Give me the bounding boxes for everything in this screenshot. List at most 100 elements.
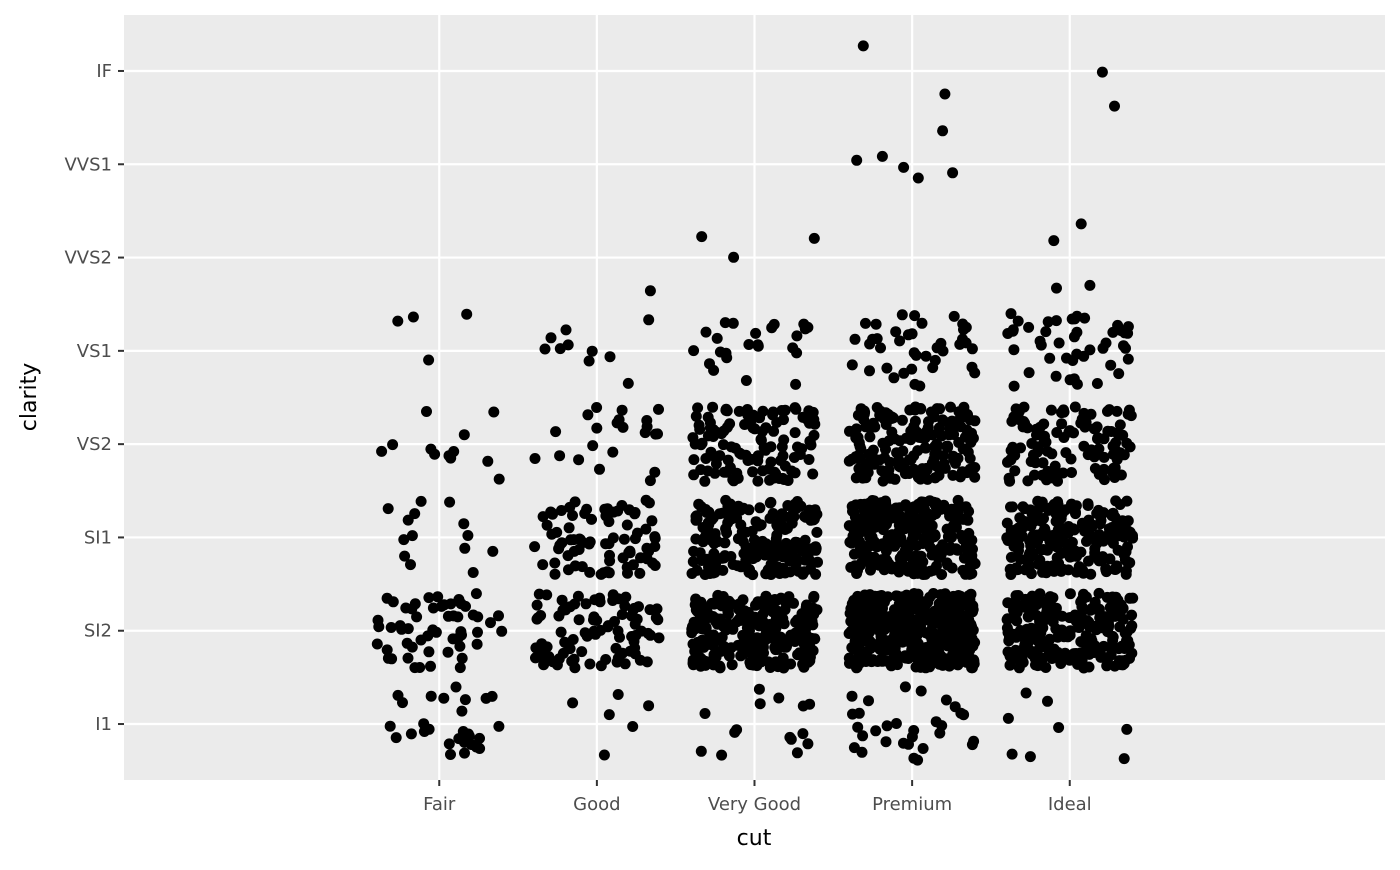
data-point	[1023, 321, 1035, 333]
data-point	[889, 606, 901, 618]
data-point	[945, 401, 956, 413]
data-point	[765, 540, 777, 552]
data-point	[423, 354, 435, 366]
data-point	[875, 630, 887, 642]
data-point	[735, 519, 747, 531]
data-point	[1126, 620, 1138, 632]
data-point	[723, 608, 734, 620]
data-point	[444, 496, 456, 508]
data-point	[931, 438, 943, 450]
data-point	[733, 405, 745, 417]
data-point	[850, 472, 862, 484]
data-point	[860, 472, 872, 484]
data-point	[1122, 353, 1134, 365]
data-point	[604, 555, 616, 567]
data-point	[1032, 558, 1044, 570]
data-point	[643, 314, 655, 326]
data-point	[912, 754, 924, 766]
data-point	[581, 503, 593, 515]
data-point	[418, 726, 430, 737]
data-point	[425, 443, 437, 455]
data-point	[1006, 748, 1018, 760]
data-point	[864, 365, 875, 377]
data-point	[617, 421, 629, 433]
data-point	[594, 463, 605, 475]
data-point	[387, 439, 399, 451]
data-point	[1017, 515, 1029, 527]
data-point	[456, 629, 467, 641]
data-point	[929, 529, 941, 541]
data-point	[1068, 427, 1079, 439]
data-point	[622, 567, 633, 579]
data-point	[753, 683, 765, 695]
data-point	[432, 591, 444, 603]
data-point	[775, 592, 787, 604]
data-point	[752, 475, 764, 487]
data-point	[1053, 557, 1065, 569]
data-point	[1065, 453, 1077, 465]
data-point	[851, 634, 863, 646]
data-point	[1002, 712, 1014, 724]
data-point	[652, 428, 663, 440]
data-point	[766, 601, 778, 613]
data-point	[857, 730, 869, 742]
data-point	[910, 515, 922, 527]
data-point	[913, 605, 925, 617]
data-point	[447, 633, 459, 645]
data-point	[617, 552, 629, 564]
data-point	[1118, 753, 1130, 765]
data-point	[910, 349, 922, 361]
data-point	[554, 343, 566, 355]
data-point	[1005, 501, 1016, 513]
data-point	[740, 375, 752, 386]
data-point	[781, 640, 792, 652]
data-point	[793, 647, 805, 659]
data-point	[941, 440, 953, 452]
data-point	[708, 629, 720, 641]
data-point	[740, 561, 752, 572]
data-point	[765, 456, 777, 468]
data-point	[643, 700, 655, 712]
data-point	[442, 610, 454, 622]
data-point	[767, 406, 779, 418]
data-point	[641, 656, 653, 668]
data-point	[1123, 404, 1135, 416]
data-point	[450, 681, 462, 693]
data-point	[719, 317, 731, 329]
data-point	[641, 421, 653, 433]
data-point	[861, 645, 873, 657]
data-point	[653, 632, 665, 644]
data-point	[960, 337, 972, 349]
data-point	[739, 605, 750, 617]
data-point	[649, 466, 661, 478]
data-point	[634, 567, 646, 579]
data-point	[752, 340, 764, 352]
data-point	[1127, 592, 1139, 604]
data-point	[702, 612, 713, 624]
data-point	[1066, 498, 1077, 510]
data-point	[390, 732, 402, 744]
data-point	[880, 443, 891, 455]
data-point	[371, 638, 383, 650]
data-point	[1002, 646, 1014, 658]
data-point	[1041, 473, 1053, 484]
data-point	[1025, 456, 1037, 467]
data-point	[903, 468, 915, 479]
data-point	[1005, 308, 1017, 320]
data-point	[717, 564, 729, 576]
data-point	[768, 563, 780, 575]
data-point	[758, 442, 770, 454]
data-point	[879, 596, 890, 608]
data-point	[1049, 460, 1061, 472]
data-point	[653, 403, 664, 415]
data-point	[586, 513, 597, 525]
data-point	[1105, 426, 1117, 437]
data-point	[764, 662, 776, 673]
data-point	[1008, 380, 1020, 392]
data-point	[954, 594, 966, 606]
data-point	[1079, 525, 1091, 537]
data-point	[715, 645, 727, 657]
data-point	[541, 519, 553, 531]
data-point	[445, 749, 456, 760]
data-point	[896, 309, 908, 321]
